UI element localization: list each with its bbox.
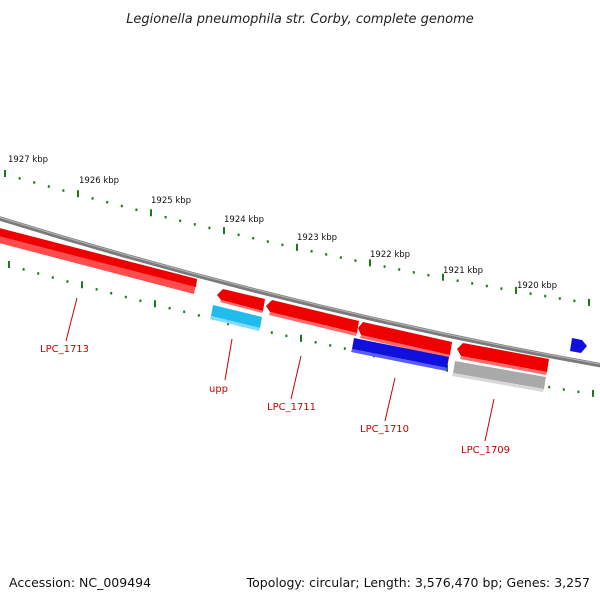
kbp-label: 1920 kbp (517, 281, 557, 291)
gene-LPC_1711[interactable] (266, 300, 359, 336)
minor-tick (529, 292, 532, 295)
kbp-label: 1925 kbp (151, 196, 191, 206)
minor-tick (500, 287, 503, 290)
major-tick (442, 273, 444, 281)
minor-tick (120, 204, 123, 208)
minor-tick (548, 385, 551, 389)
kbp-label: 1922 kbp (370, 250, 410, 260)
genome-backbone-highlight (0, 217, 600, 365)
minor-tick (95, 288, 98, 291)
minor-tick (281, 243, 284, 247)
minor-tick (208, 226, 211, 230)
major-tick (592, 389, 594, 397)
major-tick (77, 190, 79, 198)
minor-tick (343, 347, 346, 350)
gene-label-LPC_1710: LPC_1710 (360, 424, 409, 435)
minor-tick (558, 297, 561, 300)
minor-tick (427, 273, 430, 277)
kbp-label: 1921 kbp (443, 266, 483, 276)
minor-tick (18, 177, 21, 180)
minor-tick (314, 341, 317, 344)
minor-tick (106, 200, 109, 204)
major-tick (150, 209, 152, 217)
major-tick (446, 364, 448, 372)
minor-tick (562, 388, 565, 391)
label-leaders (65, 297, 495, 442)
major-tick (296, 243, 298, 251)
gene-layer (0, 227, 587, 392)
major-tick (588, 298, 590, 306)
kbp-label: 1924 kbp (224, 215, 264, 225)
minor-tick (329, 344, 332, 347)
major-tick (81, 281, 83, 289)
minor-tick (252, 236, 255, 240)
gene-label-LPC_1709: LPC_1709 (461, 445, 510, 456)
major-tick (223, 227, 225, 235)
minor-tick (237, 233, 240, 237)
gene-label-LPC_1711: LPC_1711 (267, 402, 316, 413)
kbp-label: 1923 kbp (297, 233, 337, 243)
kbp-label: 1927 kbp (8, 155, 48, 165)
minor-tick (47, 185, 50, 188)
major-tick (369, 259, 371, 267)
minor-tick (33, 181, 36, 184)
map-title: Legionella pneumophila str. Corby, compl… (126, 12, 474, 27)
genome-backbone (0, 216, 600, 368)
major-tick (515, 286, 517, 294)
minor-tick (383, 265, 386, 268)
accession-label: Accession: NC_009494 (9, 575, 152, 590)
minor-tick (91, 197, 94, 200)
gene-LPC_1713[interactable] (0, 227, 197, 294)
minor-tick (354, 259, 357, 262)
minor-tick (197, 314, 200, 317)
minor-tick (266, 240, 269, 243)
minor-tick (168, 306, 171, 310)
gene-upp[interactable] (210, 305, 262, 331)
kbp-scale: 1927 kbp 1926 kbp 1925 kbp 1924 kbp 1923… (8, 155, 557, 291)
gene-label-LPC_1713: LPC_1713 (40, 344, 89, 355)
gene-arrow-red-1[interactable] (217, 289, 265, 313)
minor-tick (577, 390, 580, 394)
gene-LPC_1710[interactable] (351, 338, 449, 371)
minor-tick (37, 272, 40, 275)
minor-tick (485, 284, 488, 288)
minor-tick (339, 256, 342, 259)
gene-LPC_1709[interactable] (452, 361, 546, 392)
minor-tick (544, 294, 547, 298)
minor-tick (398, 268, 401, 271)
minor-tick (164, 215, 167, 219)
minor-tick (270, 331, 273, 334)
major-tick (4, 170, 6, 177)
upper-tick-track (4, 170, 590, 306)
minor-tick (412, 271, 415, 274)
minor-tick (139, 299, 142, 303)
minor-tick (325, 253, 328, 256)
gene-arrow-red-2[interactable] (358, 322, 452, 358)
gene-arrow-red-3[interactable] (457, 343, 549, 375)
minor-tick (135, 208, 138, 212)
major-tick (154, 300, 156, 308)
minor-tick (183, 310, 186, 314)
genome-summary: Topology: circular; Length: 3,576,470 bp… (246, 575, 590, 590)
major-tick (300, 334, 302, 342)
minor-tick (110, 291, 113, 295)
kbp-label: 1926 kbp (79, 176, 119, 186)
gene-label-upp: upp (209, 384, 228, 395)
minor-tick (66, 280, 69, 283)
minor-tick (62, 189, 65, 192)
minor-tick (471, 282, 474, 285)
minor-tick (124, 295, 127, 299)
minor-tick (179, 219, 182, 223)
minor-tick (573, 299, 576, 303)
minor-tick (22, 268, 25, 271)
minor-tick (51, 276, 54, 279)
minor-tick (193, 223, 196, 226)
major-tick (8, 261, 10, 268)
minor-tick (285, 334, 288, 338)
gene-arrow-blue-small[interactable] (570, 338, 587, 353)
minor-tick (456, 279, 459, 282)
minor-tick (310, 250, 313, 253)
